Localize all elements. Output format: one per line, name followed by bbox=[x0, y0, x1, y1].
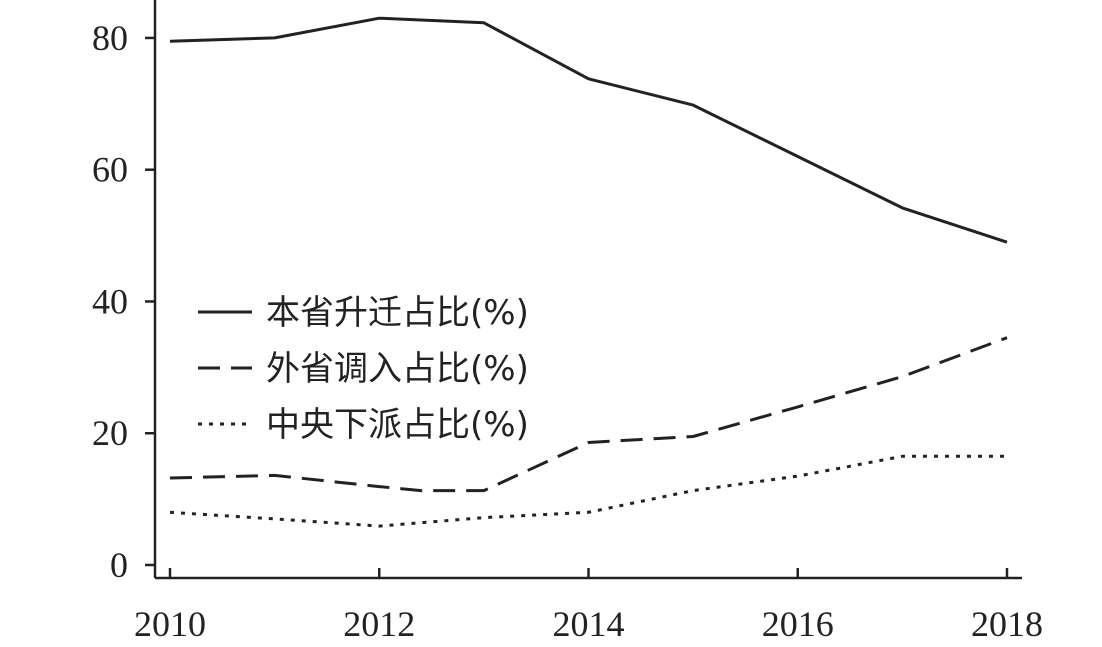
y-tick-label: 60 bbox=[92, 150, 128, 190]
series-line-dashed bbox=[169, 336, 1008, 493]
x-tick-label: 2016 bbox=[762, 604, 834, 644]
x-tick-label: 2012 bbox=[343, 604, 415, 644]
y-tick-label: 0 bbox=[110, 545, 128, 585]
y-tick-label: 20 bbox=[92, 413, 128, 453]
series-line-solid bbox=[169, 16, 1008, 244]
ticks: 0 20 40 60 80 2010 2012 2014 2016 2018 bbox=[92, 18, 1043, 644]
y-tick-label: 80 bbox=[92, 18, 128, 58]
series-line-dotted bbox=[169, 454, 1007, 528]
x-tick-label: 2014 bbox=[553, 604, 625, 644]
x-tick-label: 2018 bbox=[971, 604, 1043, 644]
legend-label: 外省调入占比(%) bbox=[266, 349, 529, 389]
y-tick-label: 40 bbox=[92, 281, 128, 321]
legend-label: 本省升迁占比(%) bbox=[266, 293, 529, 333]
legend-label: 中央下派占比(%) bbox=[266, 405, 529, 445]
plot-area bbox=[169, 16, 1008, 528]
axes bbox=[153, 0, 1022, 580]
x-tick-label: 2010 bbox=[134, 604, 206, 644]
legend: 本省升迁占比(%) 外省调入占比(%) 中央下派占比(%) bbox=[198, 293, 529, 445]
